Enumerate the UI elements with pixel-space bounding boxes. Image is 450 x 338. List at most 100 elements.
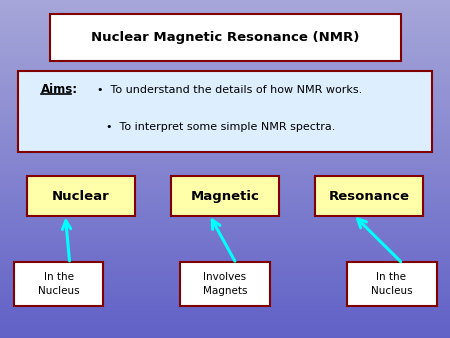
Bar — [0, 219, 450, 221]
Bar — [0, 284, 450, 286]
Bar — [0, 221, 450, 223]
Bar — [0, 214, 450, 216]
Bar — [0, 183, 450, 185]
Text: Involves
Magnets: Involves Magnets — [203, 272, 247, 296]
Bar — [0, 2, 450, 4]
Bar — [0, 4, 450, 7]
Bar — [0, 165, 450, 167]
Bar — [0, 18, 450, 20]
Bar — [0, 322, 450, 324]
Text: Magnetic: Magnetic — [190, 190, 260, 202]
Bar — [0, 108, 450, 111]
Bar — [0, 295, 450, 297]
Bar — [0, 115, 450, 117]
Bar — [0, 140, 450, 142]
Bar — [0, 36, 450, 38]
Bar — [0, 331, 450, 334]
Bar — [0, 7, 450, 9]
Bar — [0, 259, 450, 261]
Bar — [0, 151, 450, 153]
Bar — [0, 88, 450, 90]
Bar — [0, 250, 450, 252]
Bar — [0, 277, 450, 280]
Bar — [0, 31, 450, 34]
Bar — [0, 113, 450, 115]
Bar — [0, 302, 450, 304]
Text: Nuclear Magnetic Resonance (NMR): Nuclear Magnetic Resonance (NMR) — [91, 31, 359, 44]
Bar — [0, 243, 450, 246]
Bar — [0, 194, 450, 196]
Bar — [0, 23, 450, 25]
Bar — [0, 27, 450, 29]
Bar — [0, 34, 450, 36]
FancyBboxPatch shape — [346, 262, 436, 306]
Bar — [0, 41, 450, 43]
Bar — [0, 169, 450, 171]
Bar — [0, 187, 450, 189]
Bar — [0, 237, 450, 239]
Bar — [0, 225, 450, 227]
Bar — [0, 257, 450, 259]
Bar — [0, 95, 450, 97]
FancyBboxPatch shape — [18, 71, 432, 152]
Bar — [0, 45, 450, 47]
Bar — [0, 52, 450, 54]
Bar — [0, 63, 450, 65]
Bar — [0, 56, 450, 58]
Bar — [0, 146, 450, 149]
Bar — [0, 122, 450, 124]
Bar — [0, 54, 450, 56]
Bar — [0, 92, 450, 95]
Bar — [0, 72, 450, 74]
Bar — [0, 160, 450, 162]
Text: •  To understand the details of how NMR works.: • To understand the details of how NMR w… — [97, 84, 362, 95]
Bar — [0, 293, 450, 295]
Bar — [0, 176, 450, 178]
Bar — [0, 97, 450, 99]
FancyBboxPatch shape — [180, 262, 270, 306]
Bar — [0, 282, 450, 284]
Bar — [0, 119, 450, 122]
Bar — [0, 171, 450, 173]
Bar — [0, 173, 450, 176]
Bar — [0, 16, 450, 18]
Text: In the
Nucleus: In the Nucleus — [371, 272, 412, 296]
Bar — [0, 101, 450, 104]
Bar — [0, 252, 450, 255]
Bar — [0, 261, 450, 264]
Bar — [0, 144, 450, 146]
Bar — [0, 74, 450, 77]
Bar — [0, 83, 450, 86]
Bar — [0, 68, 450, 70]
Bar — [0, 207, 450, 210]
Bar — [0, 117, 450, 119]
Bar — [0, 61, 450, 63]
Bar — [0, 38, 450, 41]
Bar — [0, 47, 450, 50]
Bar — [0, 232, 450, 234]
Bar — [0, 288, 450, 291]
Bar — [0, 327, 450, 329]
Bar — [0, 307, 450, 309]
Bar — [0, 158, 450, 160]
Bar — [0, 304, 450, 307]
Bar — [0, 273, 450, 275]
Bar — [0, 216, 450, 219]
Bar — [0, 149, 450, 151]
Bar — [0, 266, 450, 268]
Bar — [0, 320, 450, 322]
Bar — [0, 128, 450, 131]
Bar — [0, 200, 450, 203]
Bar — [0, 246, 450, 248]
FancyBboxPatch shape — [27, 176, 135, 216]
Bar — [0, 81, 450, 83]
Bar — [0, 25, 450, 27]
Bar — [0, 20, 450, 23]
Bar — [0, 9, 450, 11]
Bar — [0, 178, 450, 180]
Bar — [0, 77, 450, 79]
Bar — [0, 212, 450, 214]
Bar — [0, 106, 450, 108]
Bar — [0, 167, 450, 169]
Bar — [0, 264, 450, 266]
